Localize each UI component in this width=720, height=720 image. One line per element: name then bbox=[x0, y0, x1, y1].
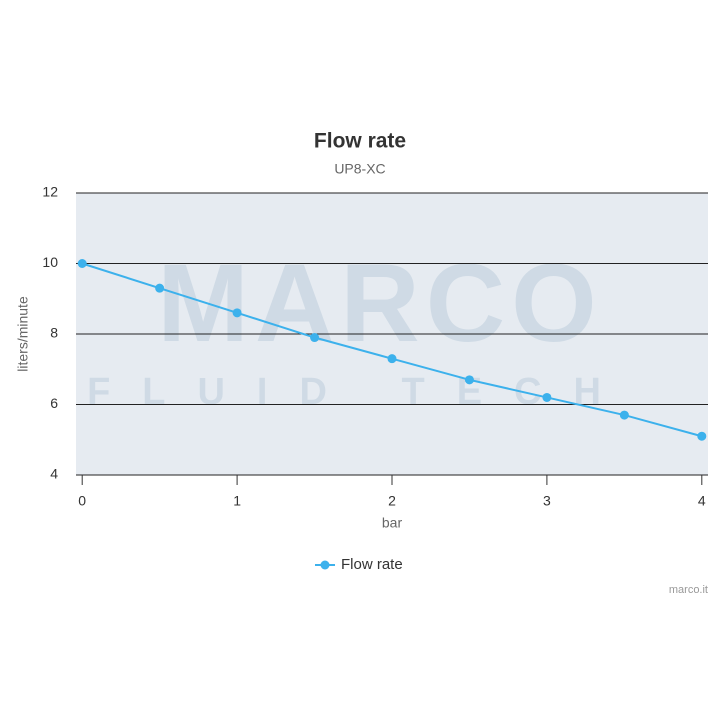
data-point bbox=[232, 308, 242, 318]
data-point bbox=[697, 431, 707, 441]
watermark-subtitle: FLUID TECH bbox=[87, 371, 633, 413]
chart-title: Flow rate bbox=[314, 130, 406, 153]
legend-label: Flow rate bbox=[341, 556, 403, 573]
x-tick-label: 2 bbox=[388, 493, 396, 509]
credits: marco.it bbox=[669, 584, 708, 596]
y-axis-label: liters/minute bbox=[15, 296, 31, 372]
data-point bbox=[310, 333, 320, 343]
y-tick-label: 8 bbox=[50, 325, 58, 341]
legend-symbol bbox=[320, 560, 330, 570]
x-tick-label: 1 bbox=[233, 493, 241, 509]
watermark: MARCO FLUID TECH bbox=[87, 242, 633, 413]
chart-subtitle: UP8-XC bbox=[334, 161, 385, 177]
y-tick-label: 12 bbox=[42, 184, 58, 200]
data-point bbox=[542, 392, 552, 402]
y-tick-label: 6 bbox=[50, 395, 58, 411]
x-tick-label: 4 bbox=[698, 493, 706, 509]
data-point bbox=[155, 283, 165, 293]
data-point bbox=[464, 375, 474, 385]
y-tick-label: 10 bbox=[42, 254, 58, 270]
x-tick-label: 0 bbox=[78, 493, 86, 509]
data-point bbox=[387, 354, 397, 364]
x-axis-label: bar bbox=[382, 515, 403, 531]
watermark-logo: MARCO bbox=[157, 242, 603, 365]
y-tick-label: 4 bbox=[50, 466, 58, 482]
data-point bbox=[619, 410, 629, 420]
data-point bbox=[77, 259, 87, 268]
x-tick-label: 3 bbox=[543, 493, 551, 509]
